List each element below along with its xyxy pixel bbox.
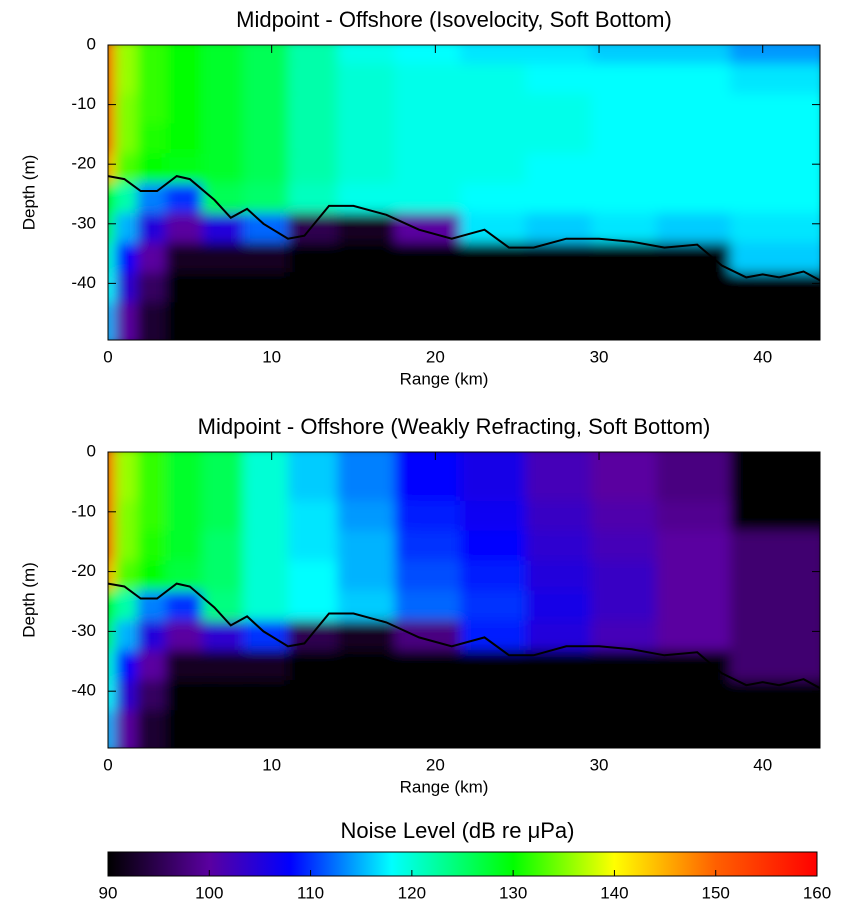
colorbar-tick-label: 150	[702, 883, 730, 902]
colorbar-tick-label: 110	[297, 883, 324, 902]
x-tick-label: 30	[590, 755, 609, 774]
x-tick-label: 10	[262, 347, 281, 366]
heat-cell	[730, 710, 820, 748]
chart-title: Midpoint - Offshore (Isovelocity, Soft B…	[236, 7, 672, 32]
y-axis-label: Depth (m)	[19, 155, 38, 231]
heatmap	[108, 45, 820, 340]
y-tick-label: 0	[87, 441, 96, 460]
heatmap-cells	[108, 452, 820, 748]
colorbar-title: Noise Level (dB re μPa)	[341, 818, 575, 843]
heatmap-cells	[108, 45, 820, 340]
y-tick-label: 0	[87, 34, 96, 53]
y-axis-label: Depth (m)	[19, 562, 38, 638]
x-tick-label: 40	[753, 347, 772, 366]
y-tick-label: -10	[71, 501, 96, 520]
y-tick-label: -40	[71, 681, 96, 700]
x-axis-label: Range (km)	[400, 369, 489, 388]
x-tick-label: 10	[262, 755, 281, 774]
x-tick-label: 0	[103, 755, 112, 774]
x-tick-label: 20	[426, 347, 445, 366]
colorbar-tick-label: 140	[600, 883, 628, 902]
plot-frame	[107, 451, 821, 749]
y-tick-label: -10	[71, 94, 96, 113]
y-tick-label: -40	[71, 273, 96, 292]
y-tick-label: -20	[71, 154, 96, 173]
colorbar-tick-label: 160	[803, 883, 831, 902]
seabed-line	[108, 582, 820, 690]
x-axis-label: Range (km)	[400, 777, 489, 796]
x-tick-label: 20	[426, 755, 445, 774]
heatmap	[108, 452, 820, 748]
plot-frame	[107, 44, 821, 341]
x-tick-label: 30	[590, 347, 609, 366]
y-tick-label: -30	[71, 621, 96, 640]
x-tick-label: 0	[103, 347, 112, 366]
y-tick-label: -20	[71, 561, 96, 580]
heat-cell	[730, 302, 820, 340]
colorbar-tick-label: 90	[99, 883, 118, 902]
chart-title: Midpoint - Offshore (Weakly Refracting, …	[198, 414, 711, 439]
colorbar	[107, 851, 818, 877]
colorbar-tick-label: 120	[398, 883, 426, 902]
y-tick-label: -30	[71, 213, 96, 232]
x-tick-label: 40	[753, 755, 772, 774]
seabed-line	[108, 175, 820, 282]
colorbar-tick-label: 130	[499, 883, 527, 902]
colorbar-tick-label: 100	[195, 883, 223, 902]
